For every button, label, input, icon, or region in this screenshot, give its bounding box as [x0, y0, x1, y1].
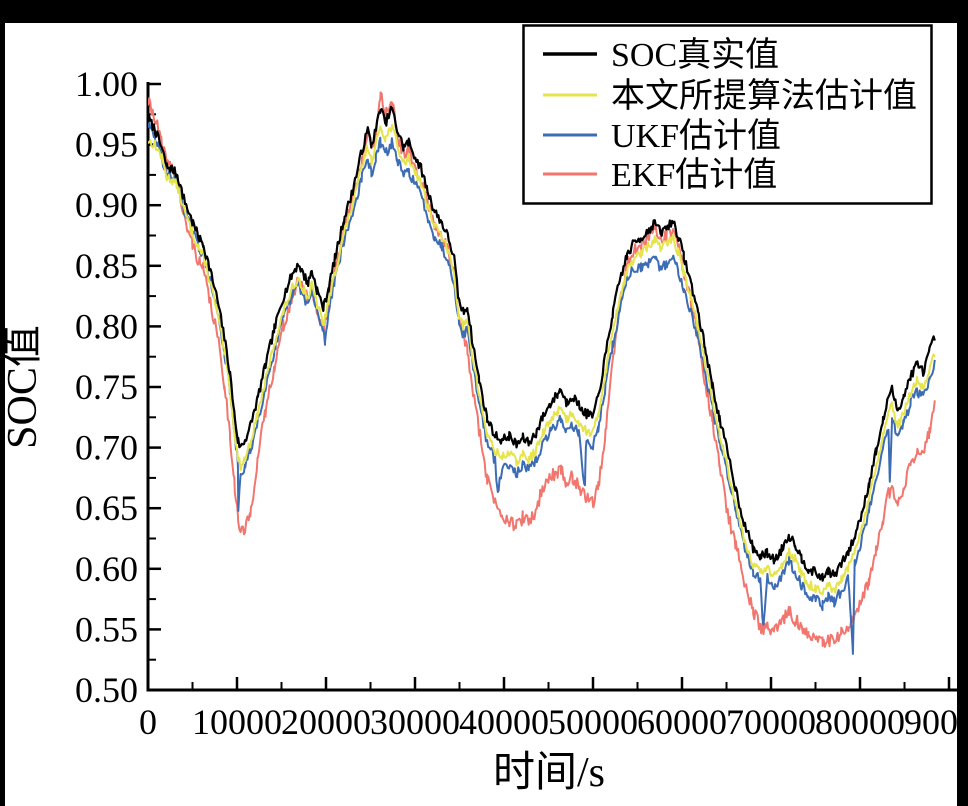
y-tick-label: 0.85: [75, 246, 138, 286]
legend-label: 本文所提算法估计值: [611, 77, 917, 115]
y-tick-label: 0.70: [75, 428, 138, 468]
x-tick-label: 50000: [548, 702, 638, 742]
x-tick-label: 80000: [815, 702, 905, 742]
y-tick-label: 0.80: [75, 306, 138, 346]
x-tick-label: 40000: [459, 702, 549, 742]
legend-label: UKF估计值: [611, 117, 781, 155]
left-black-bar: [0, 0, 5, 806]
top-black-bar: [0, 0, 968, 23]
series-line-proposed: [148, 123, 936, 596]
y-tick-label: 0.95: [75, 125, 138, 165]
y-tick-label: 0.55: [75, 609, 138, 649]
x-tick-label: 70000: [726, 702, 816, 742]
legend-item: 本文所提算法估计值: [543, 77, 917, 115]
legend-item: UKF估计值: [543, 117, 781, 155]
x-tick-label: 60000: [637, 702, 727, 742]
legend-item: EKF估计值: [543, 156, 777, 194]
x-axis-title: 时间/s: [493, 750, 605, 796]
y-tick-label: 1.00: [75, 64, 138, 104]
y-tick-label: 0.75: [75, 367, 138, 407]
x-tick-label: 30000: [370, 702, 460, 742]
y-tick-label: 0.65: [75, 488, 138, 528]
legend-label: SOC真实值: [611, 36, 779, 74]
series-line-ekf: [148, 91, 936, 648]
x-tick-label: 0: [139, 702, 157, 742]
series-line-soc-true: [148, 105, 936, 582]
x-tick-label: 20000: [281, 702, 371, 742]
legend-label: EKF估计值: [611, 156, 777, 194]
y-tick-label: 0.50: [75, 670, 138, 710]
series-lines: [148, 91, 936, 655]
right-black-bar: [957, 0, 968, 806]
y-tick-label: 0.60: [75, 549, 138, 589]
legend-item: SOC真实值: [543, 36, 779, 74]
x-tick-label: 10000: [192, 702, 282, 742]
y-tick-label: 0.90: [75, 185, 138, 225]
axes: 0 10000 20000 30000 40000 50000 60000 70000 8000…: [75, 64, 968, 742]
y-axis-title: SOC值: [0, 325, 46, 449]
